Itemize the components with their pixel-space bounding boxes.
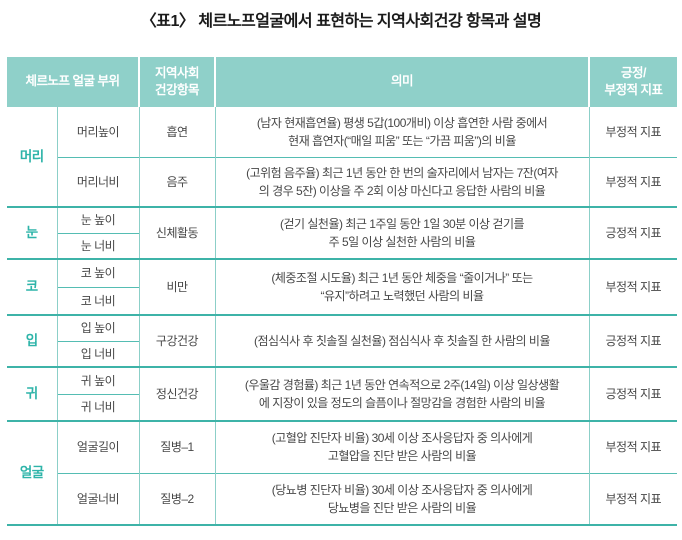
table-row: 얼굴너비 질병–2 (당뇨병 진단자 비율) 30세 이상 조사응답자 중 의사… — [7, 472, 678, 527]
face-part-cell: 입 너비 — [56, 340, 140, 368]
face-part-cell: 코 너비 — [56, 286, 140, 316]
health-item-cell: 비만 — [138, 258, 216, 316]
indicator-cell: 부정적 지표 — [588, 107, 678, 158]
meaning-cell: (점심식사 후 칫솔질 실천율) 점심식사 후 칫솔질 한 사람의 비율 — [214, 314, 590, 368]
indicator-cell: 긍정적 지표 — [588, 366, 678, 422]
meaning-cell: (체중조절 시도율) 최근 1년 동안 체중을 “줄이거나” 또는 “유지”하려… — [214, 258, 590, 316]
table-row: 얼굴 얼굴길이 질병–1 (고혈압 진단자 비율) 30세 이상 조사응답자 중… — [7, 420, 678, 527]
indicator-cell: 부정적 지표 — [588, 420, 678, 474]
face-part-cell: 머리너비 — [56, 156, 140, 208]
header-indicator: 긍정/ 부정적 지표 — [588, 57, 678, 108]
table-row: 입 입 높이 구강건강 (점심식사 후 칫솔질 실천율) 점심식사 후 칫솔질 … — [7, 314, 678, 368]
health-item-cell: 질병–1 — [138, 420, 216, 474]
indicator-cell: 부정적 지표 — [588, 472, 678, 527]
health-item-cell: 신체활동 — [138, 206, 216, 260]
meaning-cell: (걷기 실천율) 최근 1주일 동안 1일 30분 이상 걷기를 주 5일 이상… — [214, 206, 590, 260]
table-row: 머리너비 음주 (고위험 음주율) 최근 1년 동안 한 번의 술자리에서 남자… — [7, 156, 678, 208]
meaning-cell: (고혈압 진단자 비율) 30세 이상 조사응답자 중 의사에게 고혈압을 진단… — [214, 420, 590, 474]
table-row: 눈 너비 — [7, 232, 677, 260]
face-part-cell: 눈 너비 — [56, 232, 140, 260]
face-part-cell: 귀 높이 — [56, 366, 140, 395]
health-item-cell: 구강건강 — [138, 314, 216, 368]
face-part-cell: 입 높이 — [56, 314, 140, 342]
face-part-cell: 귀 너비 — [56, 393, 140, 422]
health-item-cell: 정신건강 — [138, 366, 216, 422]
table-row: 입 너비 — [7, 340, 677, 368]
table-row: 귀 귀 높이 정신건강 (우울감 경험률) 최근 1년 동안 연속적으로 2주(… — [7, 366, 678, 422]
table-row: 코 코 높이 비만 (체중조절 시도율) 최근 1년 동안 체중을 “줄이거나”… — [7, 258, 678, 316]
table-row: 코 너비 — [7, 286, 677, 316]
header-meaning: 의미 — [214, 57, 590, 108]
face-part-cell: 눈 높이 — [56, 206, 140, 234]
face-part-cell: 얼굴너비 — [56, 472, 140, 527]
face-group-cell: 머리 — [19, 148, 44, 164]
face-group-cell: 입 — [7, 314, 57, 368]
header-row: 체르노프 얼굴 부위 지역사회 건강항목 의미 긍정/ 부정적 지표 — [7, 57, 678, 108]
chernoff-face-table: 체르노프 얼굴 부위 지역사회 건강항목 의미 긍정/ 부정적 지표 머리 머리… — [7, 57, 678, 527]
indicator-cell: 긍정적 지표 — [588, 314, 678, 368]
header-health-item: 지역사회 건강항목 — [138, 57, 216, 108]
page-title: 〈표1〉 체르노프얼굴에서 표현하는 지역사회건강 항목과 설명 — [140, 13, 542, 30]
face-part-cell: 코 높이 — [56, 258, 140, 288]
face-part-cell: 머리높이 — [56, 107, 140, 158]
face-group-cell: 얼굴 — [7, 420, 57, 527]
face-part-cell: 얼굴길이 — [56, 420, 140, 474]
meaning-cell: (우울감 경험률) 최근 1년 동안 연속적으로 2주(14일) 이상 일상생활… — [214, 366, 590, 422]
header-face-part: 체르노프 얼굴 부위 — [7, 57, 140, 108]
indicator-cell: 긍정적 지표 — [588, 206, 678, 260]
health-item-cell: 흡연 — [138, 107, 216, 158]
table-row: 귀 너비 — [7, 393, 677, 422]
indicator-cell: 부정적 지표 — [588, 258, 678, 316]
face-group-cell: 귀 — [7, 366, 57, 422]
health-item-cell: 질병–2 — [138, 472, 216, 527]
face-group-cell: 코 — [7, 258, 57, 316]
meaning-cell: (당뇨병 진단자 비율) 30세 이상 조사응답자 중 의사에게 당뇨병을 진단… — [214, 472, 590, 527]
health-item-cell: 음주 — [138, 156, 216, 208]
table-row: 머리 머리높이 흡연 (남자 현재흡연율) 평생 5갑(100개비) 이상 흡연… — [7, 107, 678, 164]
meaning-cell: (고위험 음주율) 최근 1년 동안 한 번의 술자리에서 남자는 7잔(여자 … — [214, 156, 590, 208]
meaning-cell: (남자 현재흡연율) 평생 5갑(100개비) 이상 흡연한 사람 중에서 현재… — [214, 107, 590, 158]
indicator-cell: 부정적 지표 — [588, 156, 678, 208]
table-row: 눈 눈 높이 신체활동 (걷기 실천율) 최근 1주일 동안 1일 30분 이상… — [7, 206, 678, 260]
face-group-cell: 눈 — [7, 206, 57, 260]
